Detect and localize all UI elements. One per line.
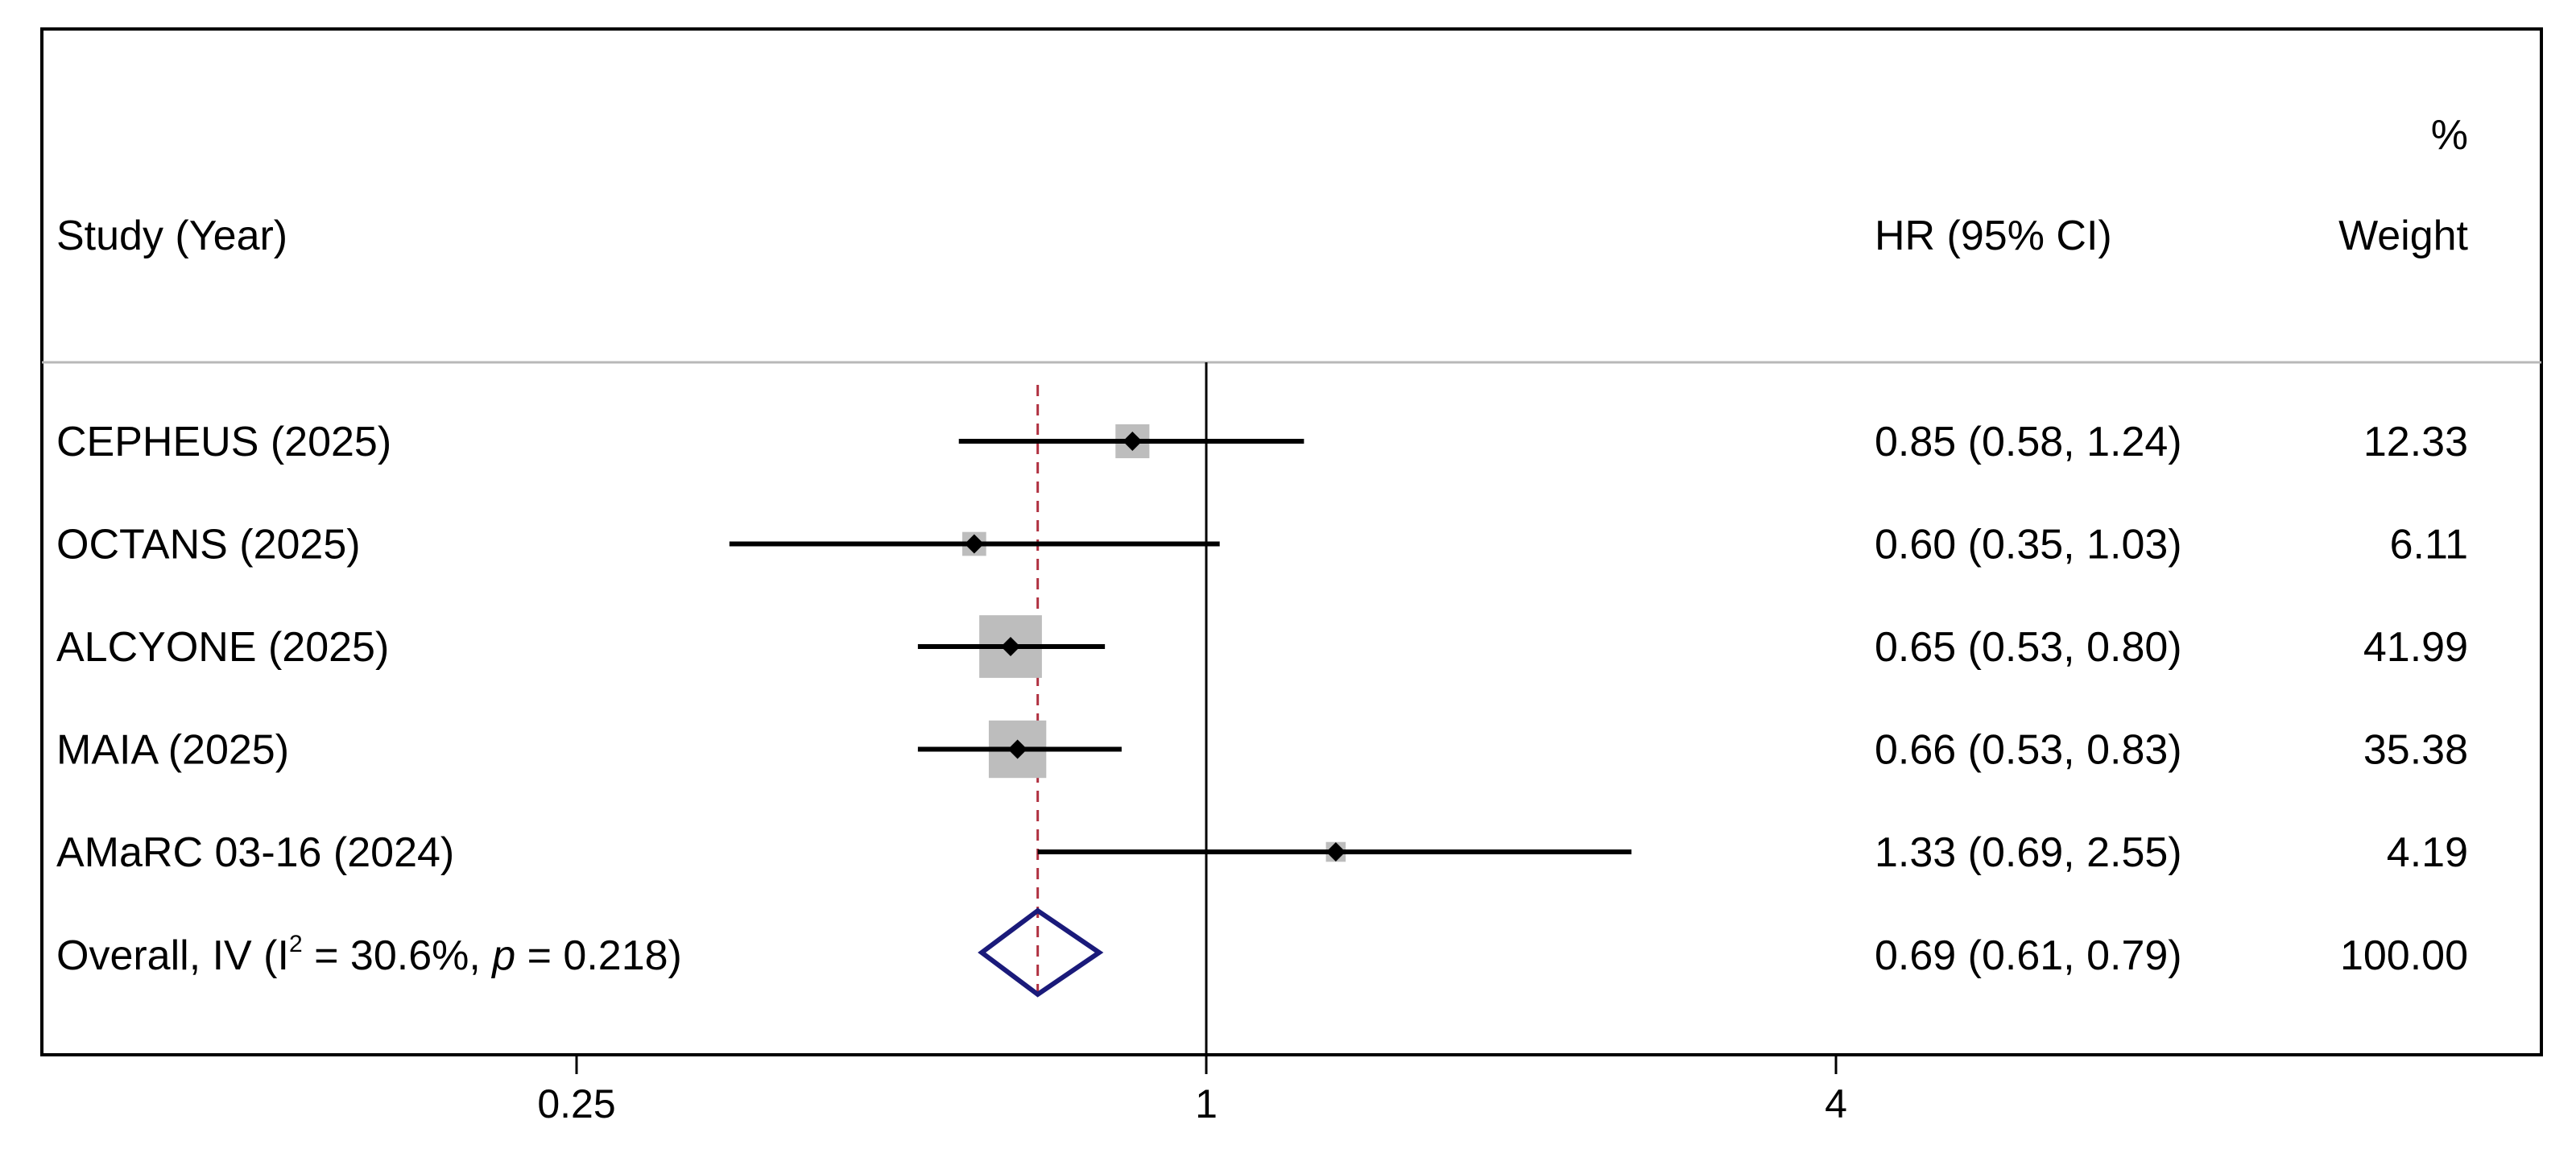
study-row: MAIA (2025) 0.66 (0.53, 0.83) 35.38 (56, 720, 2468, 779)
x-tick-label: 0.25 (537, 1081, 615, 1126)
study-rows: CEPHEUS (2025) 0.85 (0.58, 1.24) 12.33 OCTA… (56, 362, 2468, 1055)
overall-label: Overall, IV (I2 = 30.6%, p = 0.218) (56, 931, 682, 979)
study-ci-text: 0.85 (0.58, 1.24) (1875, 419, 2182, 465)
study-weight-text: 35.38 (2363, 727, 2468, 774)
plot-frame (40, 27, 2543, 1056)
study-ci-text: 0.65 (0.53, 0.80) (1875, 624, 2182, 671)
point-estimate-marker (1007, 739, 1028, 759)
study-weight-text: 41.99 (2363, 624, 2468, 671)
weight-column-header-top: % (2431, 112, 2468, 159)
study-column-header: Study (Year) (56, 213, 287, 259)
x-tick-label: 1 (1195, 1081, 1218, 1126)
overall-ci-text: 0.69 (0.61, 0.79) (1875, 932, 2182, 979)
study-label: OCTANS (2025) (56, 522, 361, 568)
study-row: AMaRC 03-16 (2024) 1.33 (0.69, 2.55) 4.19 (56, 829, 2468, 876)
study-weight-text: 12.33 (2363, 419, 2468, 465)
study-ci-text: 0.60 (0.35, 1.03) (1875, 522, 2182, 568)
estimate-column-header: HR (95% CI) (1875, 213, 2112, 259)
study-label: AMaRC 03-16 (2024) (56, 829, 454, 876)
study-weight-text: 6.11 (2390, 522, 2468, 568)
overall-marks (978, 907, 1104, 998)
study-row: CEPHEUS (2025) 0.85 (0.58, 1.24) 12.33 (56, 419, 2468, 465)
overall-weight-text: 100.00 (2340, 932, 2468, 979)
point-estimate-marker (1123, 432, 1143, 451)
study-row: ALCYONE (2025) 0.65 (0.53, 0.80) 41.99 (56, 615, 2468, 678)
x-axis: 0.25 1 4 (537, 1055, 1847, 1126)
point-estimate-marker (1325, 842, 1346, 862)
study-label: CEPHEUS (2025) (56, 419, 391, 465)
weight-column-header: Weight (2338, 213, 2468, 259)
study-label: MAIA (2025) (56, 727, 289, 774)
study-label: ALCYONE (2025) (56, 624, 389, 671)
study-weight-text: 4.19 (2387, 829, 2468, 876)
study-ci-text: 1.33 (0.69, 2.55) (1875, 829, 2182, 876)
point-estimate-marker (1000, 637, 1020, 656)
x-tick-label: 4 (1825, 1081, 1847, 1126)
overall-diamond (978, 907, 1104, 998)
study-row: OCTANS (2025) 0.60 (0.35, 1.03) 6.11 (56, 522, 2468, 568)
point-estimate-marker (964, 534, 984, 554)
study-ci-text: 0.66 (0.53, 0.83) (1875, 727, 2182, 774)
